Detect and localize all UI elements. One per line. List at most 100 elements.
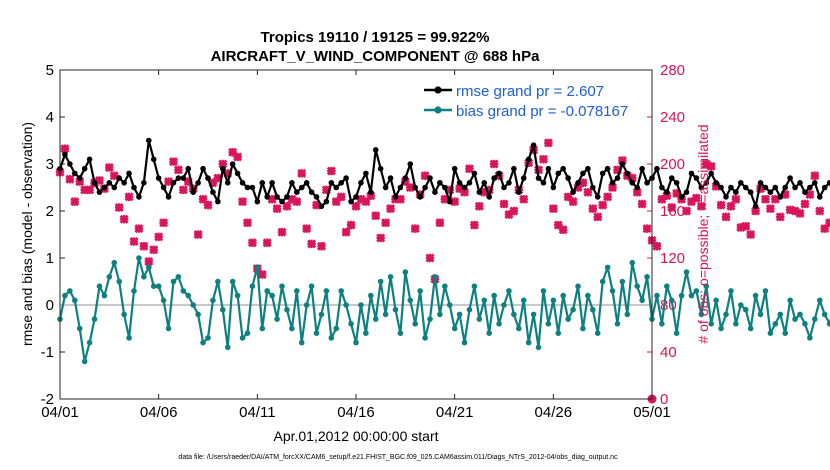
rmse-point [609,180,616,186]
bias-point [136,255,142,261]
bias-point [520,297,527,304]
obs-marker [667,202,677,212]
rmse-point [550,184,557,191]
rmse-point [816,194,823,200]
obs-marker [144,257,154,267]
rmse-point [540,180,547,186]
bias-point [446,302,453,308]
bias-point [742,306,749,313]
rmse-point [62,151,68,158]
bias-line [58,256,830,363]
rmse-point [713,180,719,186]
obs-marker [800,199,810,209]
bias-point [585,292,591,299]
rmse-point [570,189,576,195]
rmse-point [175,175,182,181]
plot-frame [59,69,653,400]
rmse-point [757,180,764,186]
rmse-point [72,170,78,177]
bias-point [738,302,744,308]
rmse-point [629,180,636,186]
bias-point [377,278,384,285]
rmse-point [624,170,631,177]
obs-marker [168,157,178,167]
bias-point [624,311,631,318]
bias-point [279,283,285,290]
x-tick-label: 04/01 [41,404,79,421]
bias-point [471,283,478,290]
rmse-point [545,165,552,172]
rmse-point [634,184,640,191]
obs-marker [775,212,785,222]
rmse-point [664,189,670,195]
bias-point [792,316,798,322]
bias-point [323,288,330,294]
rmse-point [590,184,596,191]
bias-point [170,278,177,285]
rmse-point [387,175,394,181]
bias-point [116,278,122,285]
bias-point [210,297,216,304]
rmse-point [728,184,734,191]
rmse-point [659,184,665,191]
rmse-point [792,184,798,191]
legend: rmse grand pr = 2.607 bias grand pr = -0… [424,83,628,120]
y-left-tick-label: -2 [41,391,54,408]
rmse-point [683,189,690,195]
rmse-point [284,194,290,200]
obs-marker [464,164,474,174]
obs-marker [282,201,292,211]
bias-point [234,292,241,299]
rmse-point [585,165,591,172]
obs-marker [134,224,144,234]
rmse-point [456,180,463,186]
bias-point [348,321,354,327]
bias-point [777,311,784,318]
bias-point [802,321,808,327]
rmse-point [210,189,216,195]
bias-point [530,311,537,318]
obs-marker [376,233,386,243]
rmse-point [348,198,354,205]
obs-marker [509,206,519,216]
rmse-point [471,170,478,177]
bias-point [185,292,192,299]
rmse-point [501,184,507,191]
obs-marker [598,200,608,210]
obs-marker [242,218,252,228]
bias-point [757,311,764,318]
rmse-point [323,198,330,205]
rmse-point [742,184,749,191]
x-tick-label: 04/06 [140,404,178,421]
bias-point [432,274,438,280]
rmse-point [141,180,147,186]
bias-point [629,259,636,266]
rmse-point [234,170,241,177]
rmse-point [402,175,409,181]
rmse-point [738,180,744,186]
bias-point [150,283,157,290]
rmse-point [797,180,803,186]
rmse-point [535,175,542,181]
bias-point [338,288,345,294]
rmse-point [678,194,685,200]
rmse-point [496,170,502,177]
obs-marker [238,197,248,207]
obs-marker [70,197,80,207]
obs-marker [159,218,169,228]
obs-marker [568,197,578,207]
obs-marker [302,224,312,234]
bias-point [555,330,562,337]
obs-marker [519,194,529,204]
bias-point [422,335,428,341]
obs-marker [326,166,336,176]
x-tick-label: 04/21 [436,404,474,421]
rmse-point [215,198,221,205]
obs-marker [593,212,603,222]
y-left-tick-label: 5 [46,62,54,79]
rmse-point [654,165,660,172]
bias-point [175,274,182,280]
rmse-point [86,156,93,163]
obs-marker [297,168,307,178]
obs-marker [716,200,726,210]
